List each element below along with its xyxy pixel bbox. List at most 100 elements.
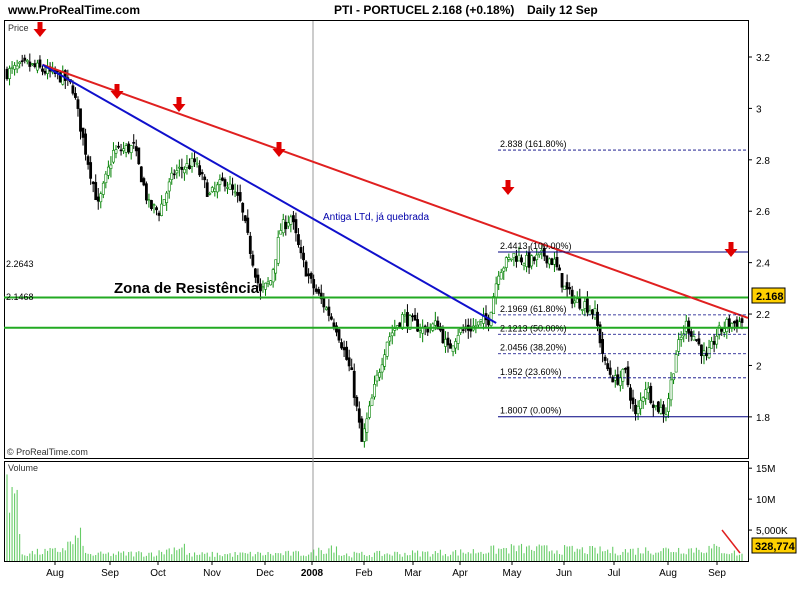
candle-body — [504, 257, 508, 268]
x-tick-label: Apr — [452, 568, 468, 579]
candle-body — [601, 339, 605, 354]
candle — [710, 336, 713, 349]
candle-body — [634, 404, 637, 415]
blue-trendline — [41, 63, 497, 324]
candle — [188, 158, 191, 170]
candle — [122, 141, 125, 155]
candle — [236, 184, 240, 203]
candle-body — [246, 217, 250, 233]
x-tick-label: May — [503, 568, 522, 579]
candle — [15, 59, 19, 74]
down-arrow-icon — [272, 142, 286, 157]
candle-body — [289, 216, 293, 225]
candle — [611, 374, 615, 383]
candle-body — [717, 325, 721, 336]
candle-body — [373, 384, 376, 398]
candle-body — [461, 329, 465, 331]
candle — [560, 273, 564, 293]
candle-body — [411, 315, 414, 318]
candle-body — [205, 182, 209, 197]
candle — [360, 416, 364, 442]
candle-body — [147, 199, 151, 202]
candle-body — [15, 65, 19, 70]
candle-body — [368, 405, 371, 418]
candle-body — [530, 255, 534, 267]
resistance-zone-label: Zona de Resistência — [114, 280, 260, 297]
candle-body — [112, 150, 115, 163]
candle — [596, 304, 599, 332]
candle — [165, 190, 169, 211]
candle-body — [418, 330, 422, 333]
candle — [294, 212, 298, 242]
candle — [631, 389, 635, 412]
x-tick-label: Sep — [708, 568, 726, 579]
candle — [525, 250, 528, 273]
candle — [555, 249, 559, 271]
last-price-tag-text: 2.168 — [756, 291, 784, 303]
candle — [517, 246, 521, 262]
candle — [76, 96, 80, 117]
red-trendline — [42, 63, 749, 319]
candle — [603, 354, 607, 366]
candle — [621, 368, 625, 389]
candle-body — [221, 177, 224, 181]
candle — [700, 344, 703, 364]
candle — [291, 211, 295, 230]
candle-body — [304, 261, 308, 277]
candle — [231, 177, 234, 196]
candle-body — [269, 280, 272, 286]
candle-body — [517, 254, 521, 262]
volume-tick-label: 15M — [756, 464, 775, 475]
candle-body — [335, 325, 338, 333]
candle-body — [124, 145, 128, 153]
down-arrow-icon — [33, 22, 47, 37]
candle — [228, 175, 232, 190]
candle — [134, 139, 138, 157]
candle — [504, 256, 508, 272]
candle — [200, 169, 204, 181]
candle-body — [152, 204, 156, 206]
candle-body — [180, 166, 184, 170]
candle — [477, 321, 480, 328]
candle — [286, 215, 290, 229]
candle-body — [30, 63, 34, 65]
candle — [608, 360, 612, 378]
candle — [715, 329, 719, 349]
candle-body — [624, 368, 627, 370]
candle-body — [104, 173, 108, 184]
candle-body — [79, 108, 82, 132]
candle-body — [449, 343, 452, 349]
candle-body — [639, 399, 643, 410]
candle — [416, 312, 419, 333]
quote-value: 2.168 (+0.18%) — [432, 3, 515, 17]
candle — [276, 230, 280, 267]
volume-tick-label: 10M — [756, 495, 775, 506]
candle-body — [213, 188, 217, 192]
candle-body — [515, 256, 518, 262]
candle — [86, 154, 90, 170]
fibonacci-label: 2.1213 (50.00%) — [500, 323, 567, 333]
candle-body — [63, 70, 67, 81]
candle-body — [231, 184, 234, 190]
site-label[interactable]: www.ProRealTime.com — [8, 3, 141, 17]
candle — [137, 147, 141, 166]
candle-body — [682, 333, 686, 337]
candle-body — [436, 320, 440, 330]
candle-body — [162, 199, 166, 206]
candle — [79, 108, 82, 140]
candle-body — [150, 200, 153, 209]
candle — [124, 142, 128, 158]
down-arrow-icon — [172, 97, 186, 112]
candle — [679, 331, 683, 347]
candle — [284, 215, 288, 236]
candle-body — [550, 258, 554, 266]
candle — [190, 152, 194, 173]
level-upper-label: 2.2643 — [6, 259, 34, 269]
instrument-title: PTI - PORTUCEL — [334, 3, 430, 17]
candle-body — [558, 267, 561, 271]
candle — [30, 63, 34, 67]
volume-trend-line — [721, 529, 741, 554]
candle-body — [740, 318, 744, 323]
candle — [702, 342, 706, 365]
candle — [512, 253, 516, 267]
